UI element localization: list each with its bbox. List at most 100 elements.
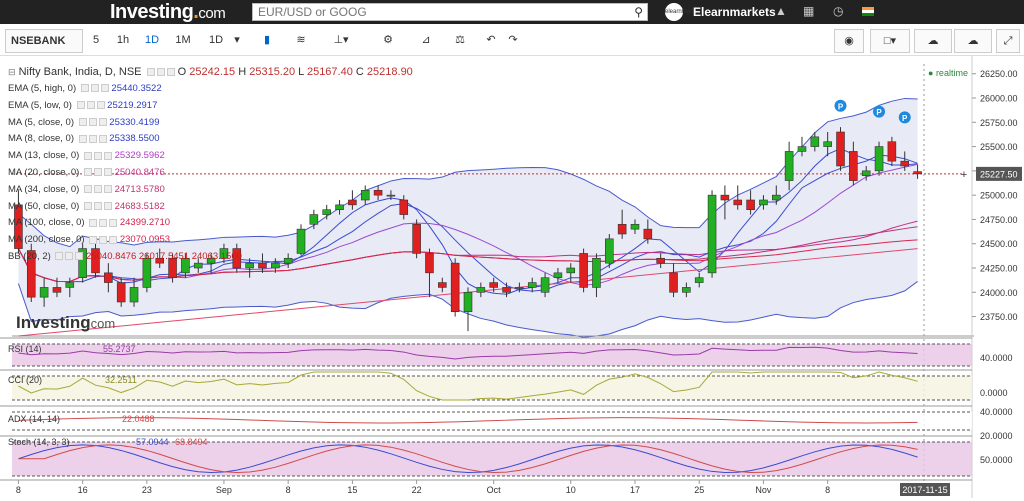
candle-body — [322, 209, 331, 215]
redo-icon[interactable]: ↷ — [508, 34, 518, 46]
candle-body — [52, 287, 62, 293]
x-tick-label: 22 — [412, 485, 422, 495]
interval-1h[interactable]: 1h — [116, 34, 130, 46]
indicator-legend-row[interactable]: MA (13, close, 0) 25329.5962 — [8, 150, 165, 161]
interval-5[interactable]: 5 — [92, 34, 100, 46]
ohlc-low-label: L — [298, 66, 304, 78]
bell-icon[interactable]: ▲ — [775, 4, 787, 18]
investing-logo[interactable]: Investing.com — [110, 1, 226, 23]
price-tick-label: 26000.00 — [980, 94, 1018, 104]
candle-body — [694, 277, 704, 283]
indicator-label: MA (50, close, 0) — [8, 200, 80, 212]
investing-watermark: Investing — [16, 313, 91, 332]
price-tick-label: 24250.00 — [980, 264, 1018, 274]
candle-body — [669, 272, 678, 293]
candle-body — [386, 194, 396, 197]
interval-dropdown[interactable]: 1D — [208, 34, 224, 46]
candlestick-icon[interactable]: ▮ — [263, 34, 271, 46]
indicator-value: 24713.5780 — [114, 183, 165, 195]
settings-gear-icon[interactable]: ⚙ — [383, 34, 393, 46]
symbol-input[interactable]: NSEBANK — [5, 29, 83, 53]
rsi-line — [18, 346, 918, 360]
pivot-marker-label: P — [902, 114, 908, 123]
adx-label: ADX (14, 14) — [8, 414, 60, 424]
candle-body — [206, 257, 216, 264]
indicator-legend-row[interactable]: MA (200, close, 0) 23070.0953 — [8, 234, 170, 245]
indicator-legend-row[interactable]: MA (100, close, 0) 24399.2710 — [8, 217, 170, 228]
color-picker-button[interactable]: □▾ — [870, 29, 910, 53]
cloud-download-icon[interactable]: ☁ — [914, 29, 952, 53]
x-tick-label: Nov — [755, 485, 772, 495]
undo-icon[interactable]: ↶ — [486, 34, 496, 46]
search-box[interactable]: ⚲ — [252, 3, 648, 21]
user-name[interactable]: Elearnmarkets — [693, 5, 776, 19]
indicator-legend-row[interactable]: EMA (5, high, 0) 25440.3522 — [8, 83, 162, 94]
candle-body — [168, 257, 177, 279]
search-input[interactable] — [253, 4, 623, 20]
chart-area[interactable]: P P P Investing .com 26250.00 26000.00 25750.0… — [0, 56, 1024, 498]
pivot-marker-label: P — [838, 102, 844, 111]
x-tick-label: Oct — [487, 485, 502, 495]
stoch-level-label: 50.0000 — [980, 455, 1013, 465]
ohlc-high-value: 25315.20 — [249, 66, 296, 78]
stoch-signal-line — [18, 444, 918, 474]
indicator-label: MA (34, close, 0) — [8, 183, 80, 195]
portfolio-icon[interactable]: ▦ — [803, 4, 815, 18]
camera-icon[interactable]: ◉ — [834, 29, 864, 53]
indicator-legend-row[interactable]: MA (20, close, 0) 25040.8476 — [8, 167, 165, 178]
indicator-legend-row[interactable]: MA (5, close, 0) 25330.4199 — [8, 117, 159, 128]
ohlc-close-label: C — [355, 66, 364, 78]
chart-toolbar: NSEBANK 5 1h 1D 1M 1D ▾ ▮ ≋ ⊥▾ ⚙ ⊿ ⚖ ↶ ↷… — [0, 26, 1024, 56]
candle-body — [630, 223, 640, 230]
candle-body — [579, 253, 588, 288]
cci-line — [18, 371, 918, 401]
candle-body — [335, 204, 344, 211]
candle-body — [643, 228, 653, 240]
x-tick-label: 8 — [16, 485, 21, 495]
clock-icon[interactable]: ◷ — [833, 4, 844, 18]
indicator-legend-row[interactable]: MA (34, close, 0) 24713.5780 — [8, 184, 165, 195]
indicator-legend-row[interactable]: BB (20, 2) 25040.8476 26017.5451 24063.1… — [8, 251, 242, 262]
candle-body — [810, 136, 820, 147]
indicator-legend-row[interactable]: MA (8, close, 0) 25338.5500 — [8, 133, 159, 144]
candle-body — [245, 262, 254, 269]
indicators-icon[interactable]: ⊿ — [421, 34, 431, 46]
price-tick-label: 26250.00 — [980, 69, 1018, 79]
adx-level2-label: 20.0000 — [980, 431, 1013, 441]
cloud-upload-icon[interactable]: ☁ — [954, 29, 992, 53]
x-tick-label: 8 — [286, 485, 291, 495]
candle-body — [271, 262, 280, 269]
last-price-badge — [976, 166, 1022, 181]
fullscreen-icon[interactable]: ⤢ — [996, 29, 1020, 53]
indicator-label: MA (100, close, 0) — [8, 217, 85, 229]
indicator-legend-row[interactable]: MA (50, close, 0) 24683.5182 — [8, 201, 165, 212]
candle-body — [784, 151, 794, 181]
rsi-value: 55.2737 — [103, 344, 136, 354]
candle-body — [656, 257, 665, 264]
price-tick-label: 24000.00 — [980, 288, 1018, 298]
pivot-marker — [898, 111, 911, 124]
chevron-down-icon[interactable]: ▾ — [234, 34, 240, 46]
search-icon[interactable]: ⚲ — [634, 5, 643, 19]
indicator-label: EMA (5, high, 0) — [8, 83, 77, 94]
area-chart-icon[interactable]: ≋ — [296, 34, 306, 46]
india-flag-icon[interactable] — [862, 7, 874, 16]
avatar[interactable]: elearnmarkets — [665, 3, 703, 21]
interval-1m[interactable]: 1M — [175, 34, 191, 46]
price-tick-label: 23750.00 — [980, 312, 1018, 322]
rsi-panel-band — [12, 344, 972, 366]
x-tick-label: 10 — [566, 485, 576, 495]
candle-body — [759, 199, 768, 206]
compare-icon[interactable]: ⚖ — [455, 34, 465, 46]
candle-body — [720, 194, 730, 201]
bar-style-icon[interactable]: ⊥▾ — [333, 34, 349, 46]
indicator-legend-row[interactable]: EMA (5, low, 0) 25219.2917 — [8, 100, 157, 111]
candle-body — [91, 248, 100, 274]
chart-canvas[interactable]: P P P Investing.com 26250.00 26000.00 25750.0… — [0, 56, 1024, 498]
adx-level-label: 40.0000 — [980, 407, 1013, 417]
pivot-marker — [834, 99, 847, 112]
candle-body — [14, 204, 23, 249]
price-tick-label: 25750.00 — [980, 118, 1018, 128]
price-tick-label: 25000.00 — [980, 191, 1018, 201]
interval-1d[interactable]: 1D — [144, 34, 160, 46]
